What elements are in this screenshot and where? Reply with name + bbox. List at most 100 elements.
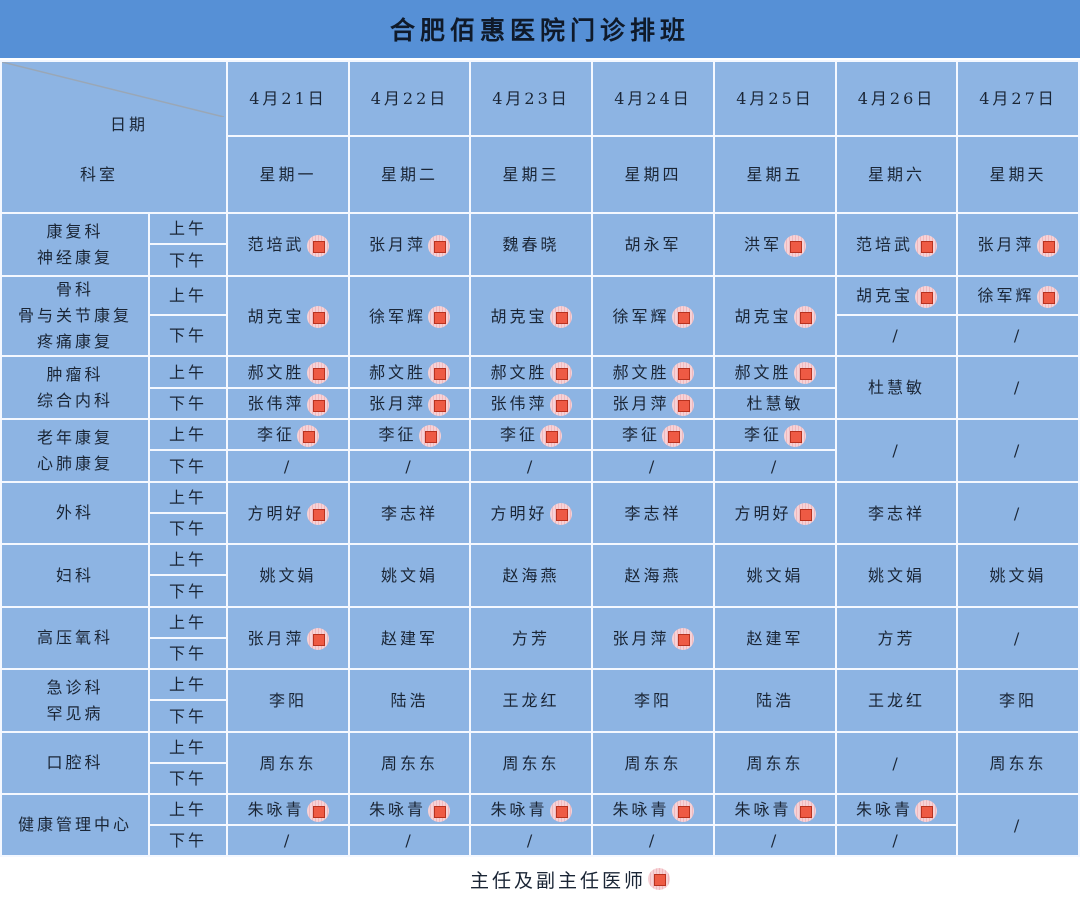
chief-physician-mark-icon (793, 799, 816, 822)
session-pm: 下午 (147, 387, 229, 420)
chief-physician-mark-icon (915, 799, 938, 822)
doctor-name: / (648, 456, 658, 476)
doctor-name: / (405, 831, 414, 850)
doctor-name: 姚文娟 (259, 566, 317, 585)
schedule-cell-pm: / (713, 449, 838, 483)
chief-physician-mark-icon (428, 362, 451, 384)
schedule-cell: 赵建军 (713, 606, 838, 670)
schedule-cell: 胡克宝 (469, 275, 594, 357)
doctor-name: 郝文胜 (369, 362, 427, 382)
doctor-name: 胡克宝 (247, 306, 305, 326)
doctor-name: 周东东 (502, 753, 560, 773)
chief-physician-mark-icon (549, 799, 572, 822)
schedule-cell-am: 朱咏青 (226, 793, 351, 826)
schedule-cell: 赵海燕 (591, 543, 716, 608)
doctor-name: / (892, 831, 901, 850)
session-pm: 下午 (147, 637, 229, 670)
schedule-row-am: 老年康复 心肺康复 上午 李征 李征 李征 李征 李征 / / (0, 418, 1080, 483)
doctor-name: 姚文娟 (381, 566, 439, 585)
schedule-row-pm: 下午 / / (1, 314, 1080, 357)
schedule-cell-pm: / (348, 449, 472, 483)
schedule-cell-am: 朱咏青 (348, 793, 472, 826)
schedule-cell: 周东东 (226, 731, 351, 795)
doctor-name: 张月萍 (247, 628, 305, 648)
schedule-cell-pm: 张月萍 (348, 387, 472, 420)
schedule-cell: 姚文娟 (956, 543, 1080, 608)
legend-label: 主任及副主任医师 (469, 869, 646, 892)
department-name: 老年康复 心肺康复 (0, 418, 150, 483)
doctor-name: 杜慧敏 (868, 378, 926, 397)
schedule-cell: 赵建军 (348, 606, 472, 670)
schedule-cell: 徐军辉 (348, 275, 472, 357)
chief-physician-mark-icon (540, 424, 563, 447)
chief-physician-mark-icon (306, 234, 329, 257)
doctor-name: 胡克宝 (490, 306, 548, 326)
doctor-name: 胡克宝 (734, 306, 792, 326)
doctor-name: 李阳 (999, 691, 1038, 710)
doctor-name: / (770, 831, 780, 850)
doctor-name: 郝文胜 (612, 362, 670, 382)
session-am: 上午 (147, 668, 229, 701)
doctor-name: / (892, 326, 901, 346)
schedule-cell: 张月萍 (348, 212, 472, 277)
doctor-name: 赵海燕 (624, 566, 682, 585)
schedule-cell-pm: / (469, 449, 594, 483)
schedule-cell: 范培武 (835, 212, 959, 277)
doctor-name: 张月萍 (612, 394, 670, 413)
schedule-row-pm: 下午 (1, 699, 1079, 733)
legend: 主任及副主任医师 (0, 857, 1080, 901)
doctor-name: 郝文胜 (734, 362, 792, 382)
doctor-name: 朱咏青 (734, 800, 792, 819)
schedule-row-am: 康复科 神经康复 上午 范培武 张月萍 魏春晓 胡永军 洪军 范培武 张月萍 (0, 212, 1080, 277)
doctor-name: 朱咏青 (369, 800, 427, 819)
session-pm: 下午 (147, 449, 229, 483)
schedule-cell-am: 胡克宝 (835, 274, 959, 317)
schedule-cell: 胡克宝 (226, 275, 351, 357)
session-pm: 下午 (147, 243, 229, 277)
session-am: 上午 (147, 212, 229, 245)
schedule-row-pm: 下午 (1, 762, 1079, 795)
doctor-name: 王龙红 (502, 691, 560, 710)
dept-label: 科室 (80, 165, 119, 184)
doctor-name: 赵海燕 (502, 566, 560, 585)
chief-physician-mark-icon (428, 234, 451, 257)
department-name: 肿瘤科 综合内科 (0, 355, 150, 420)
schedule-row-am: 急诊科 罕见病 上午 李阳 陆浩 王龙红 李阳 陆浩 王龙红 李阳 (0, 668, 1080, 733)
doctor-name: 李阳 (269, 691, 308, 710)
doctor-name: 胡克宝 (856, 286, 914, 306)
doctor-name: / (405, 456, 414, 476)
schedule-cell: 方芳 (835, 606, 959, 670)
schedule-row-am: 肿瘤科 综合内科 上午 郝文胜 郝文胜 郝文胜 郝文胜 郝文胜 杜慧敏 / (0, 355, 1080, 420)
doctor-name: 姚文娟 (868, 566, 926, 585)
doctor-name: 赵建军 (746, 628, 804, 648)
doctor-name: / (770, 456, 780, 476)
chief-physician-mark-icon (297, 424, 320, 447)
department-name: 急诊科 罕见病 (0, 668, 150, 733)
doctor-name: 徐军辉 (369, 306, 427, 326)
chief-physician-mark-icon (549, 503, 572, 525)
chief-physician-mark-icon (549, 393, 572, 416)
schedule-row-am: 口腔科 上午 周东东 周东东 周东东 周东东 周东东 / 周东东 (0, 731, 1080, 795)
schedule-cell: 方芳 (469, 606, 594, 670)
doctor-name: 陆浩 (756, 691, 795, 710)
doctor-name: 赵建军 (381, 628, 439, 648)
schedule-row-am: 高压氧科 上午 张月萍 赵建军 方芳 张月萍 赵建军 方芳 / (0, 606, 1080, 670)
doctor-name: 李阳 (634, 691, 673, 710)
chief-physician-mark-icon (418, 424, 441, 447)
doctor-name: / (1013, 815, 1023, 835)
schedule-cell-am: 李征 (469, 418, 594, 451)
chief-physician-mark-icon (671, 393, 694, 416)
weekday-header: 星期一 (226, 134, 351, 215)
chief-physician-mark-icon (671, 628, 694, 650)
schedule-cell: / (956, 793, 1080, 857)
chief-physician-mark-icon (793, 306, 816, 328)
date-header: 4月21日 (226, 60, 351, 137)
schedule-cell-am: 李征 (713, 418, 838, 451)
schedule-cell: 张月萍 (956, 212, 1080, 277)
schedule-cell: / (835, 418, 959, 483)
schedule-cell: 姚文娟 (226, 543, 351, 608)
doctor-name: 范培武 (856, 235, 914, 254)
schedule-cell-am: 朱咏青 (835, 793, 959, 826)
schedule-row-pm: 下午 (1, 243, 1079, 277)
doctor-name: 李征 (500, 425, 539, 444)
